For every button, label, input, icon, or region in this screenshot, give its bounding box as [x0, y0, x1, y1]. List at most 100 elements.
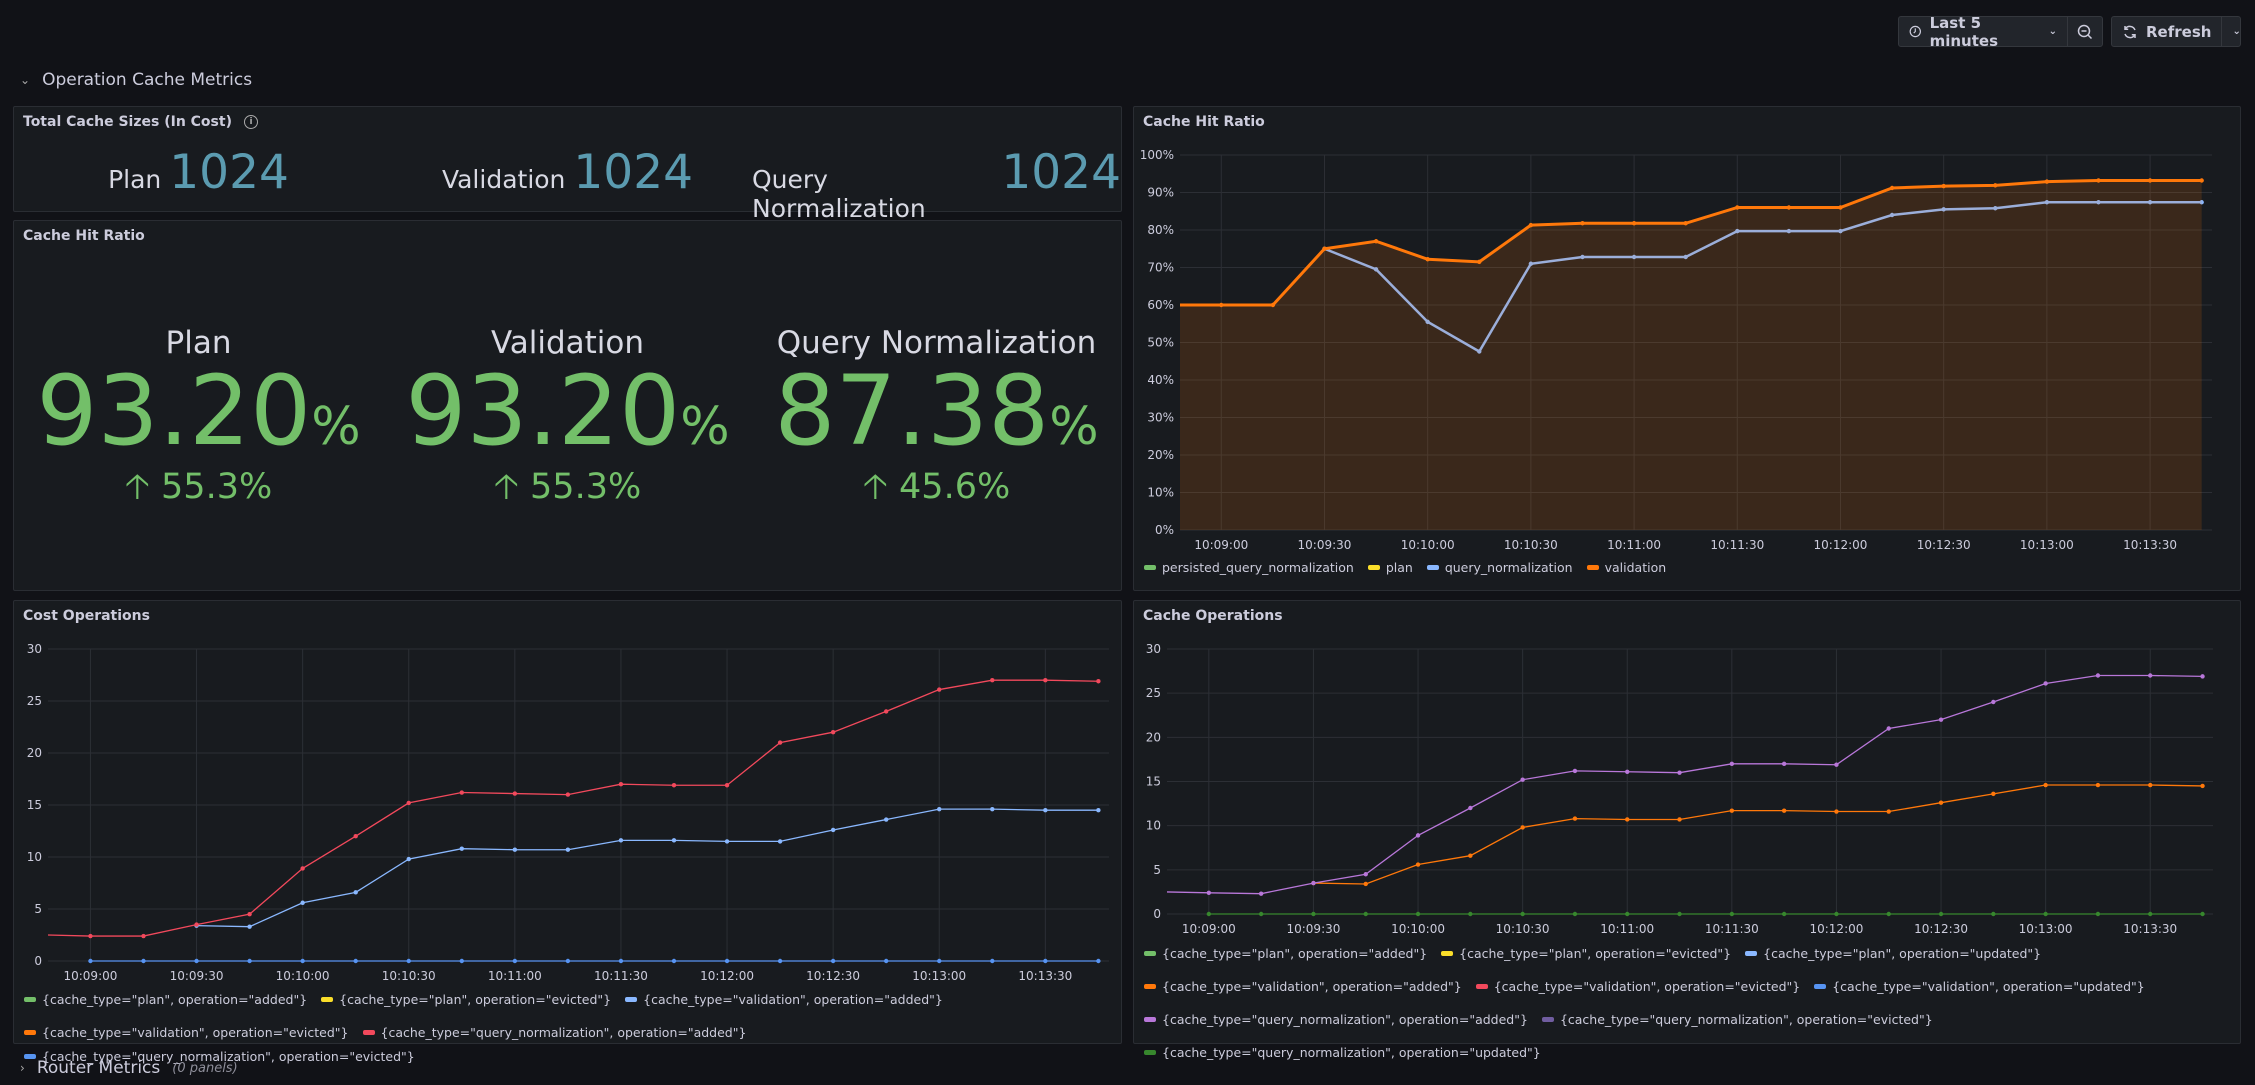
legend-item[interactable]: {cache_type="query_normalization", opera… [1144, 1012, 1528, 1027]
data-point [1781, 808, 1787, 813]
stat-number: 93.20 [405, 355, 681, 467]
zoom-out-button[interactable] [2067, 17, 2102, 46]
legend-item[interactable]: {cache_type="query_normalization", opera… [1144, 1045, 1541, 1060]
x-tick-label: 10:11:30 [594, 969, 648, 983]
row-router-metrics[interactable]: › Router Metrics (0 panels) [20, 1058, 238, 1078]
legend-label: persisted_query_normalization [1162, 560, 1354, 575]
panel-title-text: Cache Hit Ratio [1143, 114, 1265, 130]
data-point [512, 847, 518, 852]
data-point [406, 958, 411, 964]
legend-item[interactable]: plan [1367, 560, 1413, 575]
data-point [1889, 185, 1895, 191]
legend-item[interactable]: {cache_type="plan", operation="evicted"} [321, 992, 611, 1007]
panel-title: Total Cache Sizes (In Cost) i [23, 114, 258, 130]
legend-label: {cache_type="plan", operation="added"} [42, 992, 308, 1007]
chevron-right-icon: › [20, 1061, 25, 1075]
panel-title-text: Total Cache Sizes (In Cost) [23, 114, 232, 130]
data-point [1735, 228, 1740, 234]
hit-ratio-chart[interactable]: 0% 10% 20% 30% 40% 50% 60% 70% 80% 90% 100% 10:09:0… [1134, 141, 2240, 561]
legend-item[interactable]: query_normalization [1426, 560, 1573, 575]
legend-item[interactable]: persisted_query_normalization [1144, 560, 1354, 575]
refresh-interval-dropdown[interactable]: ⌄ [2221, 17, 2250, 46]
data-point [1580, 221, 1585, 226]
stat-value: 1024 [169, 145, 289, 200]
zoom-out-icon [2077, 24, 2093, 39]
data-point [353, 958, 358, 964]
y-tick-label: 25 [27, 694, 42, 708]
data-point [990, 678, 995, 683]
legend-item[interactable]: {cache_type="validation", operation="evi… [24, 1025, 349, 1040]
data-point [1206, 890, 1212, 895]
legend-item[interactable]: {cache_type="plan", operation="added"} [1144, 946, 1427, 961]
data-point [1729, 911, 1735, 917]
data-point [1991, 791, 1996, 797]
cache-operations-chart[interactable]: 0 5 10 15 20 25 30 10:09:00 10:09:30 10:10:00 10:1… [1134, 635, 2240, 943]
data-point [830, 827, 836, 833]
legend-item[interactable]: {cache_type="query_normalization", opera… [1541, 1012, 1933, 1027]
stat-label: Plan [165, 325, 232, 361]
legend-swatch [1144, 984, 1156, 989]
y-tick-label: 30 [1146, 642, 1161, 656]
x-tick-label: 10:10:30 [382, 969, 436, 983]
legend-item[interactable]: {cache_type="plan", operation="evicted"} [1441, 946, 1731, 961]
data-point [1258, 911, 1264, 917]
stat-number: 87.38 [774, 355, 1050, 467]
panel-title: Cost Operations [23, 608, 150, 624]
legend-swatch [1745, 951, 1758, 956]
data-point [1838, 228, 1843, 234]
cache-hit-ratio-stat-panel: Cache Hit Ratio Plan 93.20% 🡡 55.3% Vali… [13, 220, 1122, 591]
x-tick-label: 10:09:30 [1286, 922, 1340, 936]
data-point [1468, 805, 1473, 811]
info-icon[interactable]: i [243, 115, 258, 129]
legend-swatch [24, 997, 36, 1002]
panel-title: Cache Hit Ratio [23, 228, 145, 244]
data-point [1043, 808, 1048, 813]
data-point [1363, 911, 1368, 917]
legend-swatch [24, 1054, 36, 1059]
legend-item[interactable]: {cache_type="plan", operation="updated"} [1745, 946, 2041, 961]
legend-item[interactable]: {cache_type="plan", operation="added"} [24, 992, 307, 1007]
panel-title: Cache Operations [1143, 608, 1283, 624]
y-tick-label: 0% [1155, 523, 1174, 537]
data-point [1043, 678, 1048, 683]
x-tick-label: 10:10:30 [1496, 922, 1550, 936]
chevron-down-icon: ⌄ [2048, 26, 2057, 37]
y-tick-label: 60% [1147, 298, 1174, 312]
legend-item[interactable]: validation [1586, 560, 1666, 575]
legend-item[interactable]: {cache_type="query_normalization", opera… [24, 1049, 415, 1064]
data-point [1683, 221, 1688, 226]
y-tick-label: 40% [1147, 373, 1174, 387]
data-point [1520, 777, 1525, 782]
y-tick-label: 70% [1147, 261, 1174, 275]
data-point [618, 838, 624, 843]
panel-title-text: Cache Operations [1143, 608, 1283, 624]
legend-item[interactable]: {cache_type="validation", operation="evi… [1475, 979, 1800, 994]
legend-label: query_normalization [1444, 560, 1573, 575]
data-point [1520, 825, 1525, 830]
row-operation-cache-metrics[interactable]: ⌄ Operation Cache Metrics [20, 70, 252, 90]
legend-item[interactable]: {cache_type="query_normalization", opera… [362, 1025, 746, 1040]
data-point [671, 838, 677, 843]
data-point [1938, 800, 1944, 805]
legend-item[interactable]: {cache_type="validation", operation="upd… [1814, 979, 2145, 994]
x-tick-label: 10:13:30 [2123, 922, 2177, 936]
y-tick-label: 30 [27, 642, 42, 656]
data-point [990, 806, 995, 812]
stat-label: Plan [108, 165, 162, 194]
data-point [1834, 809, 1839, 814]
data-point [1677, 817, 1682, 822]
stat-delta: 🡡 45.6% [863, 462, 1010, 521]
legend-swatch [1144, 1050, 1156, 1055]
cost-operations-chart[interactable]: 0 5 10 15 20 25 30 10:09:00 10:09:30 10:10:00 10:1… [14, 635, 1121, 990]
data-point [1625, 817, 1630, 822]
data-point [2147, 178, 2153, 183]
time-range-button[interactable]: Last 5 minutes ⌄ [1899, 14, 2067, 50]
legend-item[interactable]: {cache_type="validation", operation="add… [625, 992, 943, 1007]
legend-label: {cache_type="validation", operation="add… [1162, 979, 1462, 994]
data-point [777, 740, 783, 745]
stat-value: 1024 [573, 145, 694, 200]
legend-label: {cache_type="plan", operation="evicted"} [1459, 946, 1732, 961]
row-panel-count: (0 panels) [172, 1060, 238, 1076]
legend-item[interactable]: {cache_type="validation", operation="add… [1144, 979, 1462, 994]
refresh-button[interactable]: Refresh [2112, 17, 2221, 46]
